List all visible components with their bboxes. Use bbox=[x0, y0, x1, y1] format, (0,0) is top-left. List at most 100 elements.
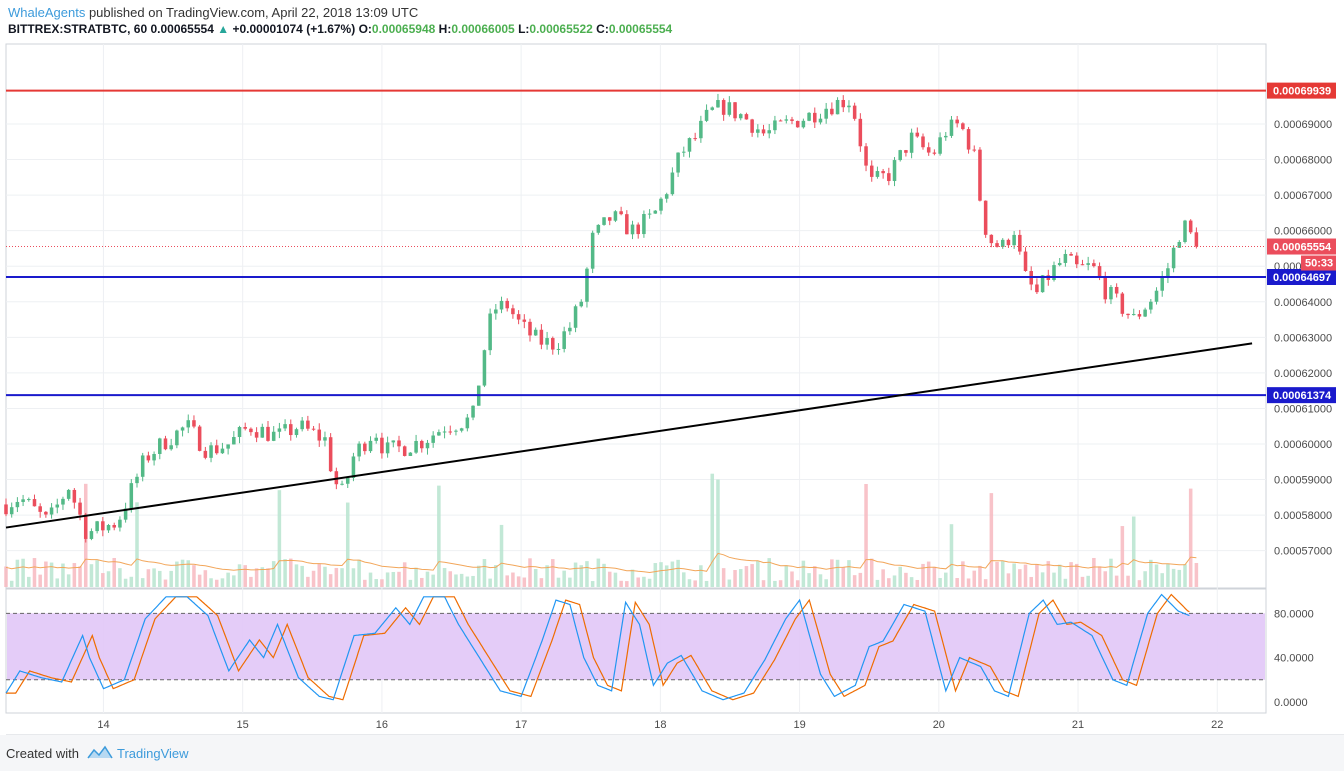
open-label: O: bbox=[358, 22, 372, 36]
trendline-group[interactable] bbox=[5, 342, 1253, 529]
volume-bar bbox=[733, 570, 737, 587]
volume-bar bbox=[345, 502, 350, 587]
volume-bar bbox=[146, 569, 151, 587]
candle-body bbox=[585, 268, 589, 302]
price-axis[interactable]: 0.00057000 0.00058000 0.00059000 0.00060000… bbox=[1274, 119, 1332, 558]
candle-body bbox=[904, 150, 908, 153]
volume-bar bbox=[1097, 566, 1102, 587]
candle-body bbox=[226, 444, 230, 449]
stoch-tick-label: 0.0000 bbox=[1274, 697, 1308, 709]
volume-bar bbox=[397, 571, 401, 587]
volume-bar bbox=[420, 577, 424, 587]
candle-body bbox=[949, 119, 954, 136]
volume-bar bbox=[118, 568, 122, 587]
candle-body bbox=[835, 99, 840, 115]
volume-bar bbox=[1023, 564, 1028, 587]
candle-body bbox=[1177, 242, 1182, 248]
candle-body bbox=[1086, 263, 1090, 265]
stochastic-band-fill bbox=[7, 613, 1265, 680]
candle-body bbox=[1160, 276, 1164, 291]
countdown-bg bbox=[1301, 255, 1336, 271]
candle-body bbox=[590, 232, 595, 269]
symbol-info: BITTREX:STRATBTC, 60 0.00065554 ▲ +0.000… bbox=[8, 22, 672, 36]
candle-body bbox=[146, 455, 151, 461]
volume-bar bbox=[699, 565, 703, 587]
candle-body bbox=[978, 149, 982, 201]
time-tick-label: 21 bbox=[1072, 719, 1084, 731]
candle-body bbox=[78, 502, 82, 515]
volume-bar bbox=[966, 578, 971, 587]
volume-bar bbox=[744, 566, 749, 587]
candle-body bbox=[733, 102, 737, 119]
candle-body bbox=[1120, 293, 1125, 314]
publisher-name[interactable]: WhaleAgents bbox=[8, 5, 86, 20]
volume-bar bbox=[209, 578, 213, 587]
candle-body bbox=[169, 445, 173, 450]
time-axis[interactable]: 14 15 16 17 18 19 20 21 22 bbox=[97, 719, 1223, 731]
volume-bar bbox=[619, 580, 623, 587]
candle-body bbox=[209, 445, 213, 458]
time-tick-label: 17 bbox=[515, 719, 527, 731]
candle-body bbox=[744, 114, 749, 120]
candle-body bbox=[1069, 253, 1073, 256]
volume-bar bbox=[55, 578, 60, 587]
symbol-label[interactable]: BITTREX:STRATBTC, 60 bbox=[8, 22, 148, 36]
candle-body bbox=[790, 119, 794, 121]
candle-body bbox=[761, 129, 766, 134]
candle-body bbox=[277, 428, 282, 432]
volume-bar bbox=[192, 565, 196, 587]
volume-bar bbox=[266, 568, 270, 587]
candle-body bbox=[1080, 264, 1085, 266]
footer: Created with TradingView bbox=[0, 735, 1344, 771]
volume-bar bbox=[887, 578, 891, 587]
candle-body bbox=[1023, 251, 1028, 272]
price-tick-label: 0.00058000 bbox=[1274, 510, 1332, 522]
volume-bar bbox=[140, 578, 145, 587]
low-value: 0.00065522 bbox=[529, 22, 593, 36]
horizontal-levels[interactable] bbox=[6, 89, 1266, 397]
candle-body bbox=[813, 112, 817, 123]
volume-bar bbox=[710, 473, 715, 587]
candle-body bbox=[824, 108, 828, 119]
candle-body bbox=[408, 452, 413, 456]
candle-body bbox=[158, 438, 162, 454]
candle-body bbox=[249, 428, 253, 433]
volume-bar bbox=[795, 580, 800, 587]
volume-bar bbox=[368, 572, 373, 587]
candle-body bbox=[499, 300, 504, 310]
time-tick-label: 14 bbox=[97, 719, 109, 731]
price-chart[interactable]: 0.00057000 0.00058000 0.00059000 0.00060000… bbox=[0, 0, 1344, 735]
volume-bar bbox=[516, 576, 521, 587]
volume-bar bbox=[790, 571, 794, 587]
candle-body bbox=[294, 429, 299, 436]
volume-bar bbox=[317, 563, 322, 587]
volume-bar bbox=[169, 570, 173, 587]
candle-body bbox=[539, 329, 544, 345]
volume-bar bbox=[249, 576, 253, 587]
volume-bar bbox=[807, 573, 811, 587]
volume-bar bbox=[784, 565, 789, 587]
candle-body bbox=[323, 437, 327, 441]
candle-body bbox=[397, 440, 401, 447]
candle-body bbox=[27, 499, 31, 501]
volume-bar bbox=[220, 578, 225, 587]
volume-bar bbox=[926, 561, 931, 587]
candle-body bbox=[351, 456, 356, 478]
support-2-label-bg bbox=[1267, 387, 1336, 404]
candle-body bbox=[254, 432, 259, 438]
volume-bar bbox=[858, 572, 863, 587]
volume-bar bbox=[1012, 563, 1016, 587]
stoch-k-line bbox=[5, 593, 1190, 701]
volume-bar bbox=[1069, 562, 1073, 587]
tradingview-link[interactable]: TradingView bbox=[117, 746, 189, 761]
candle-body bbox=[721, 100, 726, 115]
candle-body bbox=[989, 234, 994, 244]
candle-body bbox=[938, 137, 942, 154]
candle-body bbox=[21, 499, 25, 502]
candle-body bbox=[556, 348, 561, 350]
candle-body bbox=[1097, 266, 1102, 278]
volume-bar bbox=[841, 566, 846, 587]
candle-body bbox=[630, 224, 635, 235]
candle-body bbox=[494, 309, 498, 314]
volume-bar bbox=[585, 561, 589, 587]
